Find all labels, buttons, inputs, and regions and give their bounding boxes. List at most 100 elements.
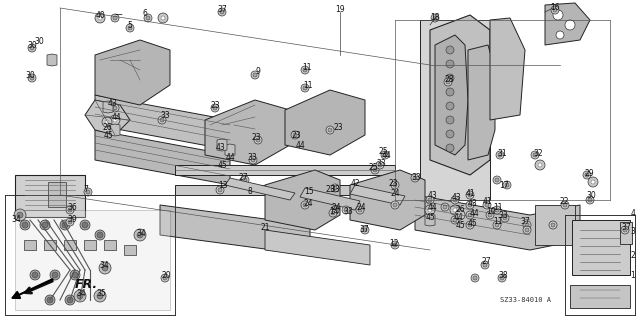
Circle shape (32, 272, 38, 278)
Text: 45: 45 (468, 219, 478, 227)
Polygon shape (350, 185, 405, 205)
Text: 33: 33 (343, 207, 353, 217)
Text: 43: 43 (427, 191, 437, 201)
Circle shape (481, 261, 489, 269)
Circle shape (161, 16, 165, 20)
Text: FR.: FR. (75, 278, 98, 292)
Circle shape (531, 151, 539, 159)
Circle shape (293, 133, 297, 137)
Polygon shape (95, 40, 170, 105)
Circle shape (446, 102, 454, 110)
Text: 32: 32 (533, 149, 543, 158)
Circle shape (535, 160, 545, 170)
Text: 44: 44 (453, 213, 463, 222)
Circle shape (393, 183, 397, 187)
Circle shape (446, 116, 454, 124)
Text: 33: 33 (247, 153, 257, 162)
Circle shape (28, 74, 36, 82)
Circle shape (254, 136, 262, 144)
Polygon shape (225, 178, 295, 200)
Text: 30: 30 (586, 191, 596, 201)
Polygon shape (95, 95, 230, 150)
Circle shape (146, 16, 150, 20)
Circle shape (40, 220, 50, 230)
Polygon shape (95, 130, 230, 185)
Circle shape (451, 216, 459, 224)
Circle shape (98, 16, 102, 20)
Circle shape (501, 214, 509, 222)
Text: 26: 26 (455, 205, 465, 214)
Circle shape (303, 68, 307, 72)
Circle shape (446, 88, 454, 96)
Circle shape (218, 188, 222, 192)
Circle shape (428, 208, 432, 212)
Circle shape (468, 193, 472, 197)
Text: 8: 8 (248, 188, 252, 197)
Circle shape (391, 181, 399, 189)
Circle shape (563, 203, 567, 207)
Circle shape (94, 290, 106, 302)
Text: 37: 37 (359, 226, 369, 234)
Text: 28: 28 (444, 76, 454, 85)
Circle shape (378, 163, 382, 167)
Circle shape (20, 220, 30, 230)
Circle shape (243, 178, 247, 182)
Circle shape (256, 138, 260, 142)
Circle shape (342, 206, 350, 214)
Circle shape (95, 13, 105, 23)
Circle shape (22, 222, 28, 228)
Text: 16: 16 (550, 3, 560, 11)
Circle shape (446, 80, 450, 84)
Circle shape (591, 180, 595, 184)
Circle shape (30, 76, 34, 80)
Text: 43: 43 (108, 99, 118, 108)
Circle shape (446, 74, 454, 82)
Circle shape (158, 13, 168, 23)
Circle shape (553, 10, 563, 20)
Text: 44: 44 (295, 140, 305, 150)
Polygon shape (64, 240, 76, 250)
Circle shape (42, 222, 48, 228)
Text: 33: 33 (498, 211, 508, 220)
Circle shape (47, 297, 53, 303)
Circle shape (553, 8, 557, 12)
Circle shape (393, 243, 397, 247)
Circle shape (538, 163, 542, 167)
Polygon shape (85, 100, 130, 135)
Circle shape (80, 220, 90, 230)
Circle shape (67, 297, 73, 303)
Circle shape (498, 274, 506, 282)
Circle shape (588, 177, 598, 187)
Circle shape (453, 218, 457, 222)
Circle shape (328, 128, 332, 132)
Text: 19: 19 (335, 5, 345, 14)
Circle shape (525, 223, 529, 227)
Text: 44: 44 (111, 113, 121, 122)
Polygon shape (415, 195, 580, 250)
Circle shape (426, 196, 434, 204)
Circle shape (471, 274, 479, 282)
Circle shape (523, 221, 531, 229)
Circle shape (468, 223, 472, 227)
Text: 24: 24 (390, 189, 400, 197)
Text: 44: 44 (428, 204, 438, 212)
Bar (15, 175, 85, 217)
Circle shape (588, 198, 592, 202)
Text: 41: 41 (482, 197, 492, 206)
Circle shape (66, 218, 74, 226)
Circle shape (111, 104, 119, 112)
Text: 11: 11 (303, 80, 313, 90)
Text: 23: 23 (291, 130, 301, 139)
Circle shape (220, 10, 224, 14)
Bar (48, 182, 66, 207)
Text: 42: 42 (350, 180, 360, 189)
Circle shape (28, 44, 36, 52)
Circle shape (160, 118, 164, 122)
Text: 40: 40 (95, 11, 105, 19)
Circle shape (556, 31, 564, 39)
Text: 2: 2 (630, 250, 636, 259)
Text: 27: 27 (238, 174, 248, 182)
Circle shape (62, 222, 68, 228)
Text: 10: 10 (486, 207, 496, 217)
Circle shape (441, 203, 449, 211)
